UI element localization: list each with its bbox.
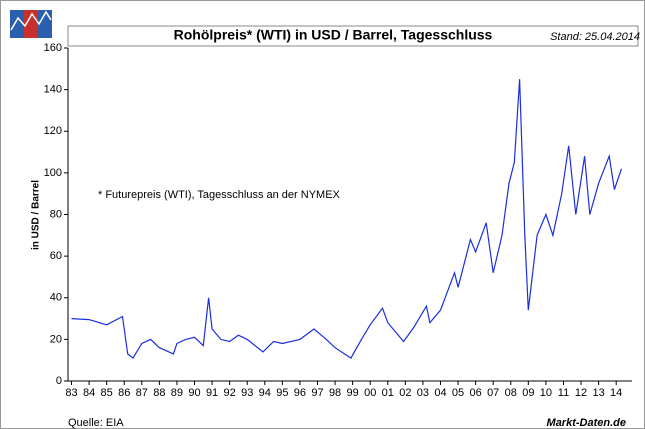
brand: Markt-Daten.de [547,417,626,429]
y-tick-label: 100 [44,167,62,179]
x-tick-label: 96 [294,387,306,399]
x-tick-label: 88 [153,387,165,399]
source: Quelle: EIA [68,417,124,429]
x-tick-label: 90 [188,387,200,399]
title-box [67,25,639,47]
x-tick-label: 98 [329,387,341,399]
x-tick-label: 01 [382,387,394,399]
x-tick-label: 08 [505,387,517,399]
x-tick-label: 92 [224,387,236,399]
x-tick-label: 85 [101,387,113,399]
y-tick-label: 120 [44,125,62,137]
x-tick-label: 07 [487,387,499,399]
x-tick-label: 14 [610,387,622,399]
x-tick-label: 00 [364,387,376,399]
annotation: * Futurepreis (WTI), Tagesschluss an der… [98,189,341,201]
x-tick-label: 87 [136,387,148,399]
x-tick-label: 05 [452,387,464,399]
x-tick-label: 09 [522,387,534,399]
x-tick-label: 12 [575,387,587,399]
y-tick-label: 80 [50,208,62,220]
x-tick-label: 02 [399,387,411,399]
y-tick-label: 40 [50,292,62,304]
y-tick-label: 20 [50,333,62,345]
logo [10,10,24,38]
x-tick-label: 03 [417,387,429,399]
x-tick-label: 99 [347,387,359,399]
x-tick-label: 95 [276,387,288,399]
x-tick-label: 11 [558,387,569,399]
x-tick-label: 86 [118,387,130,399]
y-tick-label: 60 [50,250,62,262]
x-tick-label: 13 [592,387,604,399]
y-tick-label: 0 [56,375,62,387]
x-tick-label: 84 [83,387,95,399]
x-tick-label: 06 [470,387,482,399]
x-tick-label: 89 [171,387,183,399]
x-tick-label: 97 [311,387,323,399]
x-tick-label: 04 [434,387,446,399]
y-tick-label: 160 [44,42,62,54]
x-tick-label: 83 [65,387,77,399]
x-tick-label: 94 [259,387,271,399]
chart-title: Rohölpreis* (WTI) in USD / Barrel, Tages… [174,27,493,43]
subtitle: Stand: 25.04.2014 [550,31,640,43]
x-tick-label: 10 [540,387,552,399]
y-axis-label: in USD / Barrel [31,180,42,250]
x-tick-label: 93 [241,387,253,399]
price-line [71,79,623,359]
logo [10,10,52,31]
x-tick-label: 91 [206,387,218,399]
y-tick-label: 140 [44,84,62,96]
